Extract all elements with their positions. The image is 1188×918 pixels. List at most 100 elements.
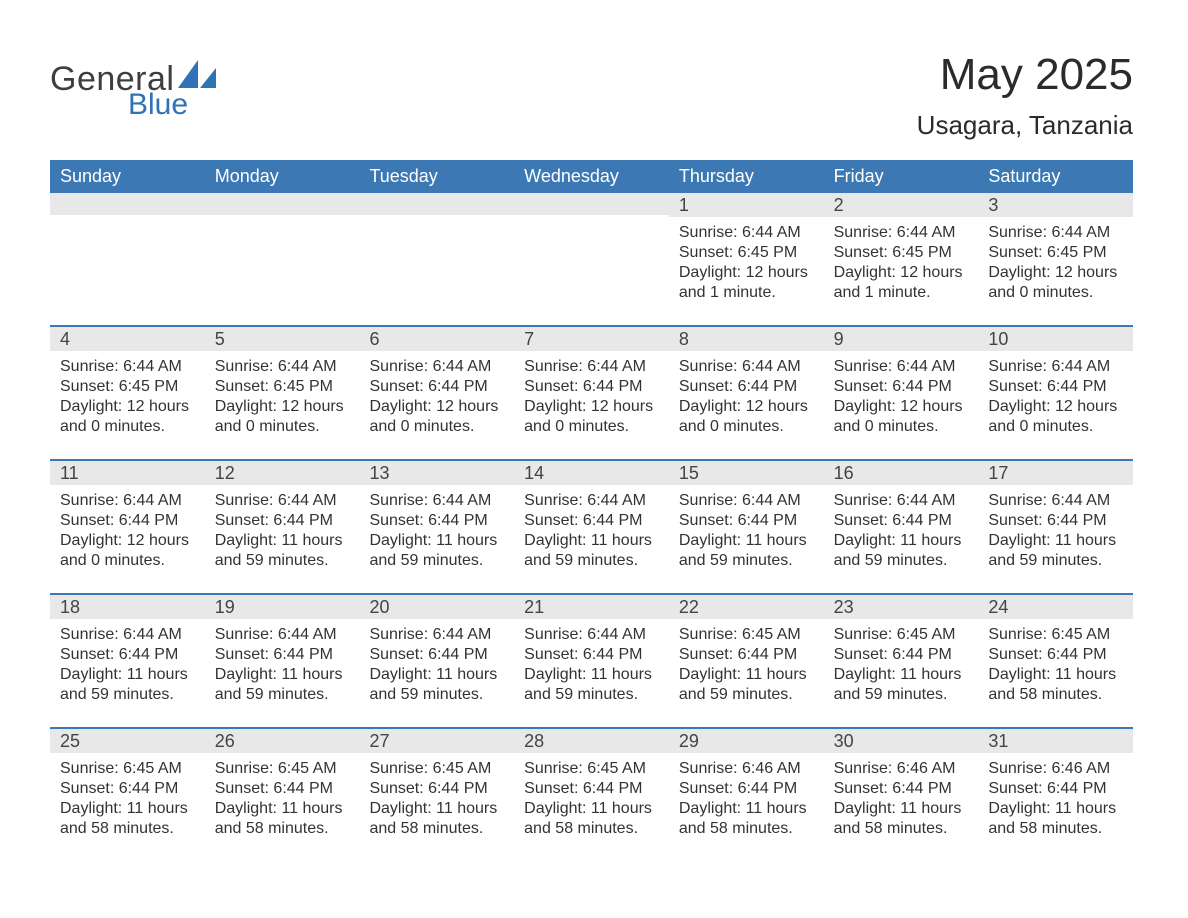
calendar-day-cell: 10Sunrise: 6:44 AMSunset: 6:44 PMDayligh…: [978, 327, 1133, 439]
day-body: Sunrise: 6:44 AMSunset: 6:44 PMDaylight:…: [50, 485, 205, 573]
calendar-day-cell: 12Sunrise: 6:44 AMSunset: 6:44 PMDayligh…: [205, 461, 360, 573]
daylight-line: Daylight: 11 hours and 58 minutes.: [60, 799, 197, 839]
day-number: 30: [824, 729, 979, 753]
sunrise-line: Sunrise: 6:44 AM: [524, 491, 661, 511]
sunset-line: Sunset: 6:44 PM: [679, 779, 816, 799]
header-thursday: Thursday: [669, 160, 824, 193]
calendar-day-cell: 28Sunrise: 6:45 AMSunset: 6:44 PMDayligh…: [514, 729, 669, 841]
day-number: 25: [50, 729, 205, 753]
calendar-day-cell: 30Sunrise: 6:46 AMSunset: 6:44 PMDayligh…: [824, 729, 979, 841]
calendar-day-cell: [359, 193, 514, 305]
calendar-day-cell: 3Sunrise: 6:44 AMSunset: 6:45 PMDaylight…: [978, 193, 1133, 305]
sunrise-line: Sunrise: 6:44 AM: [369, 357, 506, 377]
day-number: 16: [824, 461, 979, 485]
sunset-line: Sunset: 6:44 PM: [988, 511, 1125, 531]
day-body: Sunrise: 6:44 AMSunset: 6:45 PMDaylight:…: [50, 351, 205, 439]
day-body: Sunrise: 6:44 AMSunset: 6:44 PMDaylight:…: [824, 485, 979, 573]
day-number: 24: [978, 595, 1133, 619]
daylight-line: Daylight: 12 hours and 0 minutes.: [60, 531, 197, 571]
calendar-day-cell: 9Sunrise: 6:44 AMSunset: 6:44 PMDaylight…: [824, 327, 979, 439]
day-body: Sunrise: 6:44 AMSunset: 6:44 PMDaylight:…: [978, 351, 1133, 439]
header-wednesday: Wednesday: [514, 160, 669, 193]
calendar-weeks: 1Sunrise: 6:44 AMSunset: 6:45 PMDaylight…: [50, 193, 1133, 841]
header-friday: Friday: [824, 160, 979, 193]
day-number: 5: [205, 327, 360, 351]
calendar-week-row: 4Sunrise: 6:44 AMSunset: 6:45 PMDaylight…: [50, 325, 1133, 439]
sunset-line: Sunset: 6:45 PM: [834, 243, 971, 263]
daylight-line: Daylight: 12 hours and 0 minutes.: [524, 397, 661, 437]
sunset-line: Sunset: 6:44 PM: [988, 779, 1125, 799]
calendar-day-cell: 14Sunrise: 6:44 AMSunset: 6:44 PMDayligh…: [514, 461, 669, 573]
sunset-line: Sunset: 6:44 PM: [215, 779, 352, 799]
day-number: 22: [669, 595, 824, 619]
sunset-line: Sunset: 6:44 PM: [988, 377, 1125, 397]
day-number: 1: [669, 193, 824, 217]
day-body: Sunrise: 6:45 AMSunset: 6:44 PMDaylight:…: [205, 753, 360, 841]
header-monday: Monday: [205, 160, 360, 193]
header-sunday: Sunday: [50, 160, 205, 193]
calendar-day-cell: 18Sunrise: 6:44 AMSunset: 6:44 PMDayligh…: [50, 595, 205, 707]
sunrise-line: Sunrise: 6:45 AM: [524, 759, 661, 779]
day-number: 7: [514, 327, 669, 351]
day-body: Sunrise: 6:44 AMSunset: 6:44 PMDaylight:…: [359, 619, 514, 707]
daylight-line: Daylight: 11 hours and 59 minutes.: [834, 531, 971, 571]
day-number: 11: [50, 461, 205, 485]
sunset-line: Sunset: 6:44 PM: [60, 645, 197, 665]
sunset-line: Sunset: 6:44 PM: [60, 511, 197, 531]
calendar-day-cell: 27Sunrise: 6:45 AMSunset: 6:44 PMDayligh…: [359, 729, 514, 841]
day-number: 31: [978, 729, 1133, 753]
sunrise-line: Sunrise: 6:46 AM: [988, 759, 1125, 779]
day-number: 15: [669, 461, 824, 485]
calendar-day-cell: 25Sunrise: 6:45 AMSunset: 6:44 PMDayligh…: [50, 729, 205, 841]
calendar-day-cell: [50, 193, 205, 305]
sunrise-line: Sunrise: 6:44 AM: [369, 491, 506, 511]
daylight-line: Daylight: 11 hours and 59 minutes.: [215, 531, 352, 571]
calendar-day-cell: 13Sunrise: 6:44 AMSunset: 6:44 PMDayligh…: [359, 461, 514, 573]
sunrise-line: Sunrise: 6:46 AM: [834, 759, 971, 779]
calendar-day-cell: 29Sunrise: 6:46 AMSunset: 6:44 PMDayligh…: [669, 729, 824, 841]
day-body: [50, 215, 205, 301]
sunset-line: Sunset: 6:44 PM: [524, 377, 661, 397]
day-body: Sunrise: 6:45 AMSunset: 6:44 PMDaylight:…: [669, 619, 824, 707]
calendar-day-cell: 5Sunrise: 6:44 AMSunset: 6:45 PMDaylight…: [205, 327, 360, 439]
daylight-line: Daylight: 12 hours and 1 minute.: [834, 263, 971, 303]
sunrise-line: Sunrise: 6:44 AM: [679, 491, 816, 511]
calendar: Sunday Monday Tuesday Wednesday Thursday…: [50, 160, 1133, 841]
sunrise-line: Sunrise: 6:46 AM: [679, 759, 816, 779]
calendar-day-cell: 6Sunrise: 6:44 AMSunset: 6:44 PMDaylight…: [359, 327, 514, 439]
calendar-day-cell: 24Sunrise: 6:45 AMSunset: 6:44 PMDayligh…: [978, 595, 1133, 707]
day-number: [205, 193, 360, 215]
day-body: Sunrise: 6:44 AMSunset: 6:44 PMDaylight:…: [978, 485, 1133, 573]
day-body: [359, 215, 514, 301]
daylight-line: Daylight: 12 hours and 0 minutes.: [215, 397, 352, 437]
day-body: Sunrise: 6:44 AMSunset: 6:45 PMDaylight:…: [669, 217, 824, 305]
day-body: Sunrise: 6:44 AMSunset: 6:44 PMDaylight:…: [669, 485, 824, 573]
sunset-line: Sunset: 6:44 PM: [679, 511, 816, 531]
day-body: Sunrise: 6:46 AMSunset: 6:44 PMDaylight:…: [824, 753, 979, 841]
sunset-line: Sunset: 6:44 PM: [524, 511, 661, 531]
day-number: 28: [514, 729, 669, 753]
daylight-line: Daylight: 11 hours and 59 minutes.: [369, 531, 506, 571]
calendar-day-cell: 16Sunrise: 6:44 AMSunset: 6:44 PMDayligh…: [824, 461, 979, 573]
daylight-line: Daylight: 11 hours and 59 minutes.: [679, 531, 816, 571]
calendar-day-cell: [514, 193, 669, 305]
daylight-line: Daylight: 11 hours and 58 minutes.: [679, 799, 816, 839]
day-number: 20: [359, 595, 514, 619]
day-body: Sunrise: 6:46 AMSunset: 6:44 PMDaylight:…: [669, 753, 824, 841]
sunrise-line: Sunrise: 6:44 AM: [524, 625, 661, 645]
calendar-day-cell: 21Sunrise: 6:44 AMSunset: 6:44 PMDayligh…: [514, 595, 669, 707]
daylight-line: Daylight: 12 hours and 0 minutes.: [988, 263, 1125, 303]
day-body: Sunrise: 6:46 AMSunset: 6:44 PMDaylight:…: [978, 753, 1133, 841]
sunrise-line: Sunrise: 6:45 AM: [369, 759, 506, 779]
day-body: Sunrise: 6:44 AMSunset: 6:44 PMDaylight:…: [669, 351, 824, 439]
day-body: Sunrise: 6:44 AMSunset: 6:44 PMDaylight:…: [824, 351, 979, 439]
daylight-line: Daylight: 11 hours and 58 minutes.: [524, 799, 661, 839]
daylight-line: Daylight: 11 hours and 58 minutes.: [988, 799, 1125, 839]
daylight-line: Daylight: 11 hours and 59 minutes.: [215, 665, 352, 705]
day-body: Sunrise: 6:45 AMSunset: 6:44 PMDaylight:…: [359, 753, 514, 841]
sunrise-line: Sunrise: 6:44 AM: [60, 491, 197, 511]
daylight-line: Daylight: 11 hours and 59 minutes.: [60, 665, 197, 705]
sunset-line: Sunset: 6:44 PM: [834, 645, 971, 665]
calendar-day-cell: 11Sunrise: 6:44 AMSunset: 6:44 PMDayligh…: [50, 461, 205, 573]
sunset-line: Sunset: 6:44 PM: [369, 779, 506, 799]
